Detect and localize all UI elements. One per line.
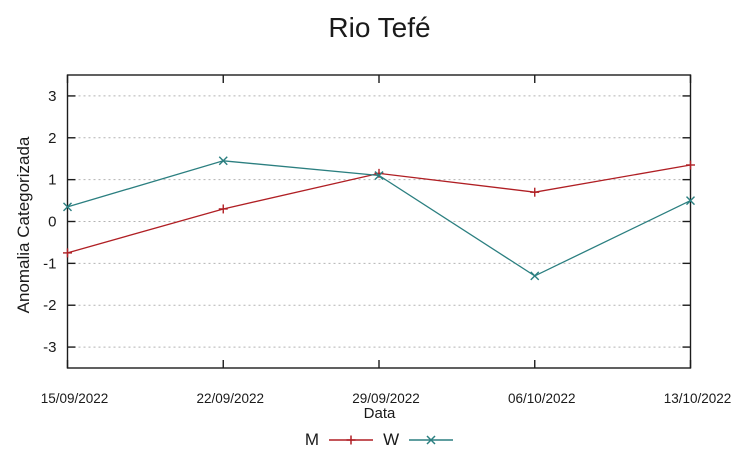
x-tick-label: 15/09/2022	[41, 391, 109, 406]
y-tick-label: -3	[43, 339, 56, 356]
x-tick-label: 06/10/2022	[508, 391, 576, 406]
y-tick-label: 2	[48, 130, 56, 147]
y-tick-label: -2	[43, 297, 56, 314]
legend-sample-w-line-icon	[409, 435, 454, 445]
y-tick-labels: 3 2 1 0 -1 -2 -3	[43, 88, 56, 356]
y-tick-label: 0	[48, 214, 56, 231]
series-w-line	[67, 160, 691, 277]
x-tick-label: 29/09/2022	[352, 391, 420, 406]
x-tick-label: 13/10/2022	[664, 391, 732, 406]
y-tick-label: -1	[43, 255, 56, 272]
y-tick-label: 1	[48, 172, 56, 189]
series-m-line	[67, 164, 691, 254]
x-tick-labels: 15/09/2022 22/09/2022 29/09/2022 06/10/2022…	[41, 391, 732, 406]
legend-sample-m-line-icon	[329, 435, 374, 445]
y-tick-label: 3	[48, 88, 56, 105]
x-axis-title: Data	[363, 405, 396, 422]
legend: M W	[6, 430, 753, 450]
series-w	[63, 156, 695, 281]
axis-ticks	[66, 75, 692, 368]
gridlines	[68, 95, 690, 348]
y-axis-title: Anomalia Categorizada	[14, 136, 33, 314]
legend-label-m: M	[304, 430, 320, 449]
chart-title: Rio Tefé	[328, 12, 431, 43]
x-tick-label: 22/09/2022	[196, 391, 264, 406]
legend-label-w: W	[383, 430, 400, 449]
